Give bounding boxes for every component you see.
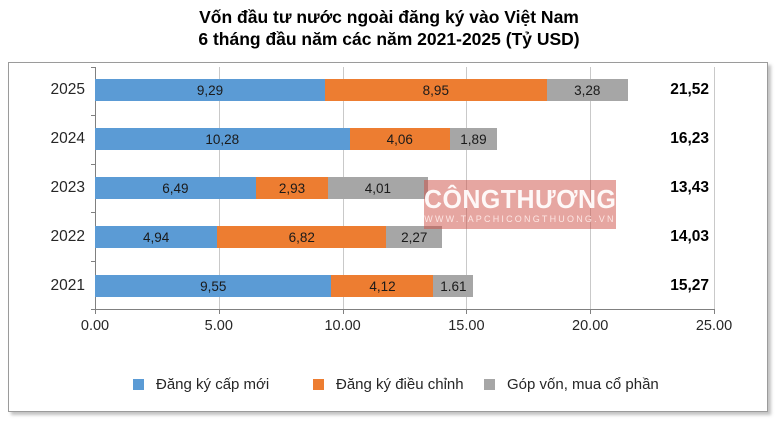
legend-marker-icon xyxy=(484,378,495,390)
legend-item-series3: Góp vốn, mua cổ phần xyxy=(484,373,659,395)
category-label-2021: 2021 xyxy=(50,277,85,294)
gridline xyxy=(714,67,715,309)
bar-segment-2024-series1: 10,28 xyxy=(95,128,350,150)
bar-segment-2022-series1: 4,94 xyxy=(95,226,218,248)
bar-segment-label: 1.61 xyxy=(440,278,467,294)
y-axis-category-tick xyxy=(91,309,95,310)
bar-segment-label: 8,95 xyxy=(422,82,449,98)
legend-item-series2: Đăng ký điều chỉnh xyxy=(313,373,464,395)
chart-title-line2: 6 tháng đầu năm các năm 2021-2025 (Tỷ US… xyxy=(198,29,580,49)
watermark-url: WWW.TAPCHICONGTHUONG.VN xyxy=(424,213,616,224)
x-axis-tick xyxy=(342,309,344,314)
total-label-2021: 15,27 xyxy=(670,277,709,294)
category-label-2024: 2024 xyxy=(50,130,85,147)
total-label-2024: 16,23 xyxy=(670,130,709,147)
legend-label: Góp vốn, mua cổ phần xyxy=(507,375,659,393)
total-label-2022: 14,03 xyxy=(670,228,709,245)
bar-segment-label: 4,12 xyxy=(369,278,396,294)
x-axis-tick-label: 10.00 xyxy=(324,318,361,334)
bar-segment-2022-series2: 6,82 xyxy=(217,226,387,248)
bar-segment-2025-series3: 3,28 xyxy=(546,79,628,101)
bar-segment-2024-series2: 4,06 xyxy=(349,128,451,150)
legend-item-series1: Đăng ký cấp mới xyxy=(133,373,269,395)
chart-title: Vốn đầu tư nước ngoài đăng ký vào Việt N… xyxy=(0,6,778,50)
category-label-2025: 2025 xyxy=(50,81,85,98)
bar-segment-label: 3,28 xyxy=(574,82,601,98)
x-axis-tick xyxy=(466,309,468,314)
watermark: CÔNGTHƯƠNG WWW.TAPCHICONGTHUONG.VN xyxy=(424,180,616,229)
legend-label: Đăng ký điều chỉnh xyxy=(336,375,464,393)
x-axis-tick-label: 20.00 xyxy=(572,318,609,334)
x-axis-tick xyxy=(590,309,592,314)
watermark-text: CÔNGTHƯƠNG xyxy=(424,183,616,214)
bar-segment-2021-series2: 4,12 xyxy=(331,275,434,297)
y-axis-category-tick xyxy=(91,260,95,262)
bar-segment-label: 2,27 xyxy=(401,229,428,245)
x-axis-tick-label: 15.00 xyxy=(448,318,485,334)
bar-segment-label: 10,28 xyxy=(205,131,240,147)
total-label-2025: 21,52 xyxy=(670,81,709,98)
y-axis-category-tick xyxy=(91,115,95,117)
x-axis-line xyxy=(95,309,715,310)
bar-segment-label: 4,94 xyxy=(143,229,170,245)
chart-title-line1: Vốn đầu tư nước ngoài đăng ký vào Việt N… xyxy=(199,7,579,27)
bar-segment-2025-series2: 8,95 xyxy=(325,79,547,101)
x-axis-tick xyxy=(218,309,220,314)
y-axis-category-tick xyxy=(91,212,95,214)
bar-segment-label: 9,29 xyxy=(196,82,224,98)
x-axis-tick-label: 0.00 xyxy=(80,318,110,334)
bar-segment-label: 4,01 xyxy=(364,180,392,196)
bar-segment-2021-series1: 9,55 xyxy=(95,275,332,297)
x-axis-tick-label: 5.00 xyxy=(204,318,233,334)
bar-segment-2023-series1: 6,49 xyxy=(95,177,256,199)
y-axis-category-tick xyxy=(91,163,95,165)
bar-segment-2023-series2: 2,93 xyxy=(255,177,329,199)
bar-segment-label: 4,06 xyxy=(386,131,413,147)
bar-segment-label: 2,93 xyxy=(278,180,306,196)
bar-segment-label: 1,89 xyxy=(460,131,487,147)
chart-frame: 0.00 5.00 10.00 15.00 20.00 25.00 2025 9,29 8,95… xyxy=(8,62,768,412)
bar-segment-label: 6,49 xyxy=(162,180,189,196)
category-label-2023: 2023 xyxy=(50,179,85,196)
x-axis-tick-label: 25.00 xyxy=(695,318,733,334)
bar-segment-label: 9,55 xyxy=(200,278,227,294)
x-axis-tick xyxy=(714,309,715,314)
bar-segment-2024-series3: 1,89 xyxy=(450,128,497,150)
bar-segment-2023-series3: 4,01 xyxy=(328,177,428,199)
legend-label: Đăng ký cấp mới xyxy=(156,375,270,393)
legend-marker-icon xyxy=(133,378,144,390)
bar-segment-2022-series3: 2,27 xyxy=(386,226,443,248)
bar-segment-2025-series1: 9,29 xyxy=(95,79,326,101)
category-label-2022: 2022 xyxy=(50,228,85,245)
y-axis-category-tick xyxy=(91,67,95,68)
legend-marker-icon xyxy=(313,378,324,390)
bar-segment-label: 6,82 xyxy=(288,229,315,245)
bar-segment-2021-series3: 1.61 xyxy=(433,275,474,297)
total-label-2023: 13,43 xyxy=(670,179,709,196)
